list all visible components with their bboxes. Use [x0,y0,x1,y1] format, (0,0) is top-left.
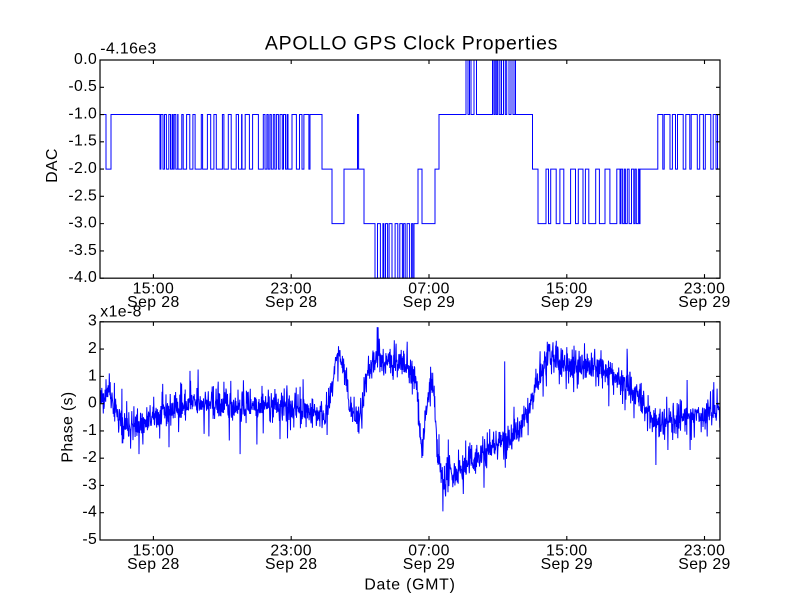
svg-text:Sep 28: Sep 28 [265,556,317,573]
svg-text:Sep 28: Sep 28 [127,294,179,311]
svg-text:Sep 28: Sep 28 [127,556,179,573]
svg-text:x1e-8: x1e-8 [100,303,142,320]
svg-text:-2: -2 [82,449,97,466]
svg-text:Sep 29: Sep 29 [541,294,593,311]
svg-text:0: 0 [88,395,97,412]
svg-text:07:00: 07:00 [408,281,450,298]
svg-text:-4.0: -4.0 [68,269,97,286]
svg-text:23:00: 23:00 [684,542,726,559]
svg-text:3: 3 [88,313,97,330]
svg-text:-4: -4 [82,504,97,521]
svg-text:15:00: 15:00 [546,542,588,559]
svg-text:15:00: 15:00 [133,542,175,559]
svg-text:15:00: 15:00 [133,281,175,298]
svg-text:APOLLO GPS Clock Properties: APOLLO GPS Clock Properties [265,33,558,55]
svg-text:Sep 29: Sep 29 [403,556,455,573]
svg-text:-3: -3 [82,476,97,493]
svg-text:-4.16e3: -4.16e3 [100,40,156,57]
svg-text:-3.0: -3.0 [68,215,97,232]
svg-text:Sep 29: Sep 29 [678,556,730,573]
svg-text:Phase (s): Phase (s) [60,391,77,462]
svg-text:-1.5: -1.5 [68,133,97,150]
svg-text:0.0: 0.0 [74,51,97,68]
svg-text:07:00: 07:00 [408,542,450,559]
svg-text:-2.5: -2.5 [68,187,97,204]
svg-text:Sep 29: Sep 29 [678,294,730,311]
svg-text:23:00: 23:00 [270,542,312,559]
svg-text:Sep 29: Sep 29 [541,556,593,573]
svg-text:Sep 29: Sep 29 [403,294,455,311]
svg-text:DAC: DAC [44,148,61,183]
svg-text:15:00: 15:00 [546,281,588,298]
svg-text:2: 2 [88,340,97,357]
svg-text:-2.0: -2.0 [68,160,97,177]
svg-text:-1.0: -1.0 [68,105,97,122]
svg-text:-5: -5 [82,531,97,548]
svg-text:1: 1 [88,367,97,384]
svg-text:Sep 28: Sep 28 [265,294,317,311]
svg-text:-0.5: -0.5 [68,78,97,95]
svg-text:-3.5: -3.5 [68,242,97,259]
svg-text:23:00: 23:00 [684,281,726,298]
svg-text:23:00: 23:00 [270,281,312,298]
svg-text:Date (GMT): Date (GMT) [364,576,455,593]
svg-text:-1: -1 [82,422,97,439]
